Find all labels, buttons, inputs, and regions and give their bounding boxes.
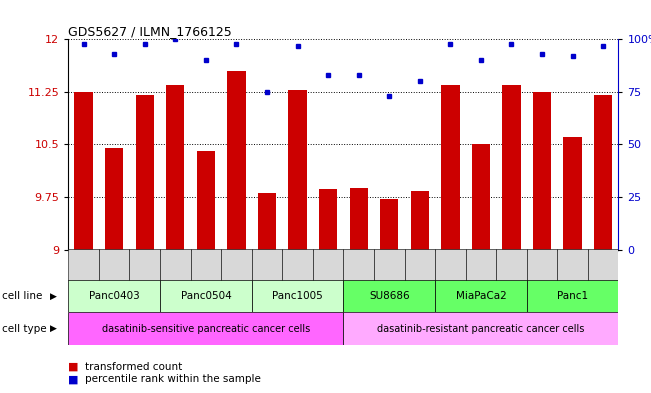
Bar — [380, 199, 398, 250]
Text: percentile rank within the sample: percentile rank within the sample — [85, 374, 260, 384]
Bar — [105, 148, 124, 250]
Bar — [166, 85, 184, 250]
Bar — [411, 191, 429, 250]
Bar — [197, 151, 215, 250]
Text: SU8686: SU8686 — [369, 291, 409, 301]
Bar — [74, 92, 93, 250]
FancyBboxPatch shape — [557, 249, 588, 281]
Text: Panc1: Panc1 — [557, 291, 588, 301]
FancyBboxPatch shape — [68, 249, 99, 281]
Text: Panc0504: Panc0504 — [180, 291, 231, 301]
Text: Panc1005: Panc1005 — [272, 291, 323, 301]
FancyBboxPatch shape — [588, 249, 618, 281]
Text: MiaPaCa2: MiaPaCa2 — [456, 291, 506, 301]
Text: Panc0403: Panc0403 — [89, 291, 139, 301]
FancyBboxPatch shape — [527, 249, 557, 281]
Text: dasatinib-resistant pancreatic cancer cells: dasatinib-resistant pancreatic cancer ce… — [377, 323, 585, 334]
FancyBboxPatch shape — [99, 249, 130, 281]
FancyBboxPatch shape — [527, 280, 618, 312]
Bar — [503, 85, 521, 250]
Text: ■: ■ — [68, 362, 79, 372]
FancyBboxPatch shape — [191, 249, 221, 281]
FancyBboxPatch shape — [221, 249, 252, 281]
Text: cell line: cell line — [2, 291, 42, 301]
FancyBboxPatch shape — [130, 249, 160, 281]
Text: dasatinib-sensitive pancreatic cancer cells: dasatinib-sensitive pancreatic cancer ce… — [102, 323, 310, 334]
FancyBboxPatch shape — [496, 249, 527, 281]
FancyBboxPatch shape — [252, 280, 344, 312]
Bar — [288, 90, 307, 250]
FancyBboxPatch shape — [252, 249, 283, 281]
FancyBboxPatch shape — [344, 280, 435, 312]
FancyBboxPatch shape — [160, 280, 252, 312]
FancyBboxPatch shape — [313, 249, 344, 281]
FancyBboxPatch shape — [465, 249, 496, 281]
Bar — [441, 85, 460, 250]
FancyBboxPatch shape — [68, 280, 160, 312]
FancyBboxPatch shape — [344, 312, 618, 345]
Text: ▶: ▶ — [50, 324, 57, 333]
FancyBboxPatch shape — [435, 249, 465, 281]
Bar — [135, 95, 154, 250]
FancyBboxPatch shape — [344, 249, 374, 281]
Text: ▶: ▶ — [50, 292, 57, 301]
Text: GDS5627 / ILMN_1766125: GDS5627 / ILMN_1766125 — [68, 25, 232, 38]
FancyBboxPatch shape — [435, 280, 527, 312]
Bar — [563, 138, 582, 250]
FancyBboxPatch shape — [374, 249, 404, 281]
Text: ■: ■ — [68, 374, 79, 384]
Bar — [258, 193, 276, 250]
FancyBboxPatch shape — [160, 249, 191, 281]
Bar — [472, 144, 490, 250]
Bar — [533, 92, 551, 250]
Bar — [227, 71, 245, 250]
FancyBboxPatch shape — [404, 249, 435, 281]
Text: cell type: cell type — [2, 323, 47, 334]
Bar — [594, 95, 613, 250]
FancyBboxPatch shape — [68, 312, 344, 345]
FancyBboxPatch shape — [283, 249, 313, 281]
Text: transformed count: transformed count — [85, 362, 182, 372]
Bar — [319, 189, 337, 250]
Bar — [350, 188, 368, 250]
